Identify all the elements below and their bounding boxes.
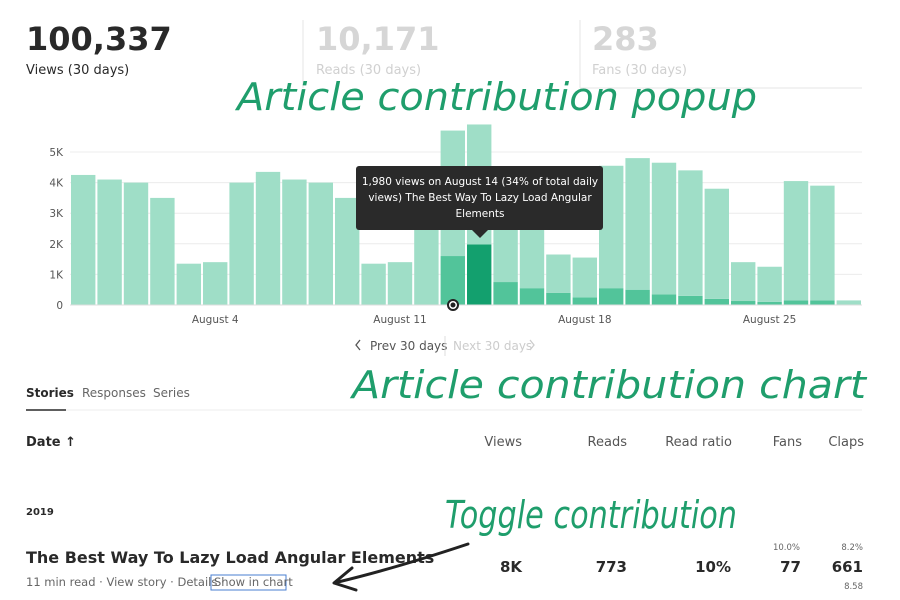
bar-segment bbox=[308, 182, 333, 305]
stat-value: 10,171 bbox=[316, 20, 439, 58]
bar-segment bbox=[229, 182, 254, 305]
bar-segment bbox=[440, 256, 465, 305]
bar-segment bbox=[731, 262, 756, 302]
story-title[interactable]: The Best Way To Lazy Load Angular Elemen… bbox=[26, 548, 434, 567]
tooltip-arrow bbox=[472, 230, 488, 238]
bar-segment bbox=[71, 174, 96, 305]
prev-button[interactable]: Prev 30 days bbox=[370, 339, 447, 353]
bar-segment bbox=[255, 171, 281, 305]
y-tick-label: 0 bbox=[56, 300, 63, 312]
annotation-arrowhead bbox=[332, 566, 358, 592]
bar-segment bbox=[572, 257, 597, 298]
column-header: Fans bbox=[773, 435, 802, 450]
bar-segment bbox=[387, 262, 413, 305]
bar-segment bbox=[757, 266, 782, 302]
tooltip-text: 1,980 views on August 14 (34% of total d… bbox=[362, 176, 598, 188]
bar-segment bbox=[757, 301, 782, 305]
bar-segment bbox=[572, 297, 597, 305]
bar-segment bbox=[282, 179, 307, 305]
tooltip-box bbox=[356, 166, 603, 230]
bar-segment bbox=[678, 295, 703, 305]
stat-label: Fans (30 days) bbox=[592, 63, 687, 78]
y-tick-label: 3K bbox=[49, 208, 64, 220]
toggle-focus bbox=[210, 574, 287, 591]
x-tick-label: August 4 bbox=[192, 314, 239, 326]
cell: 773 bbox=[596, 558, 627, 576]
y-tick-label: 1K bbox=[49, 269, 64, 281]
y-tick-label: 2K bbox=[49, 239, 64, 251]
show-in-chart-toggle[interactable]: Show in chart bbox=[214, 575, 293, 589]
annotation: Article contribution chart bbox=[349, 363, 869, 407]
annotation: Article contribution popup bbox=[234, 75, 757, 119]
bar-segment bbox=[493, 282, 518, 305]
annotation-arrow bbox=[336, 542, 470, 584]
column-header: Reads bbox=[588, 435, 628, 450]
chevron-left bbox=[355, 339, 361, 351]
column-header: Read ratio bbox=[665, 435, 732, 450]
x-tick-label: August 18 bbox=[558, 314, 611, 326]
next-button[interactable]: Next 30 days bbox=[453, 339, 532, 353]
cell: 661 bbox=[832, 558, 863, 576]
tab[interactable]: Stories bbox=[26, 386, 74, 400]
bar-segment bbox=[467, 244, 492, 305]
bar-segment bbox=[123, 182, 149, 305]
bar-segment bbox=[731, 301, 756, 305]
story-meta[interactable]: 11 min read · View story · Details · bbox=[26, 575, 225, 589]
tab[interactable]: Responses bbox=[82, 386, 146, 400]
bar-segment bbox=[651, 294, 677, 305]
bar-segment bbox=[176, 263, 201, 305]
cell: 10% bbox=[695, 558, 731, 576]
bar-segment bbox=[704, 298, 729, 305]
bar-segment bbox=[203, 262, 228, 305]
bar-segment bbox=[519, 288, 545, 305]
annotation: Toggle contribution bbox=[445, 493, 737, 537]
cell-note: 8.2% bbox=[841, 543, 863, 553]
column-header[interactable]: Date ↑ bbox=[26, 435, 76, 450]
tooltip: 1,980 views on August 14 (34% of total d… bbox=[356, 166, 603, 238]
stat-label: Views (30 days) bbox=[26, 63, 129, 78]
bar-segment bbox=[678, 170, 703, 296]
chevron-right bbox=[529, 339, 535, 351]
bar-segment bbox=[810, 185, 835, 301]
y-tick-label: 4K bbox=[49, 178, 64, 190]
cell-note: 8.58 bbox=[844, 582, 863, 592]
cell: 77 bbox=[780, 558, 801, 576]
x-tick-label: August 25 bbox=[743, 314, 796, 326]
bar-segment bbox=[836, 300, 861, 305]
bar-segment bbox=[546, 292, 571, 305]
selected-day-dot bbox=[450, 302, 456, 308]
bar-segment bbox=[704, 188, 729, 299]
x-tick-label: August 11 bbox=[373, 314, 426, 326]
stat-label: Reads (30 days) bbox=[316, 63, 421, 78]
bar-segment bbox=[783, 300, 809, 305]
bar-segment bbox=[625, 158, 650, 290]
bar-segment bbox=[335, 197, 360, 305]
bar-segment bbox=[810, 300, 835, 305]
stat-value: 100,337 bbox=[26, 20, 172, 58]
bar-segment bbox=[599, 165, 624, 289]
y-tick-label: 5K bbox=[49, 147, 64, 159]
year-group: 2019 bbox=[26, 507, 54, 518]
column-header: Claps bbox=[828, 435, 864, 450]
column-header: Views bbox=[484, 435, 522, 450]
stat-value: 283 bbox=[592, 20, 659, 58]
bar-segment bbox=[783, 181, 809, 301]
bar-segment bbox=[625, 289, 650, 305]
bar-segment bbox=[361, 263, 386, 305]
tab[interactable]: Series bbox=[153, 386, 190, 400]
tooltip-text: Elements bbox=[456, 208, 505, 220]
cell: 8K bbox=[500, 558, 523, 576]
cell-note: 10.0% bbox=[773, 543, 800, 553]
bar-segment bbox=[150, 197, 175, 305]
bar-segment bbox=[599, 288, 624, 305]
bar-segment bbox=[97, 179, 122, 305]
bar-segment bbox=[651, 162, 677, 295]
bar-segment bbox=[546, 254, 571, 293]
tooltip-text: views) The Best Way To Lazy Load Angular bbox=[368, 192, 592, 204]
